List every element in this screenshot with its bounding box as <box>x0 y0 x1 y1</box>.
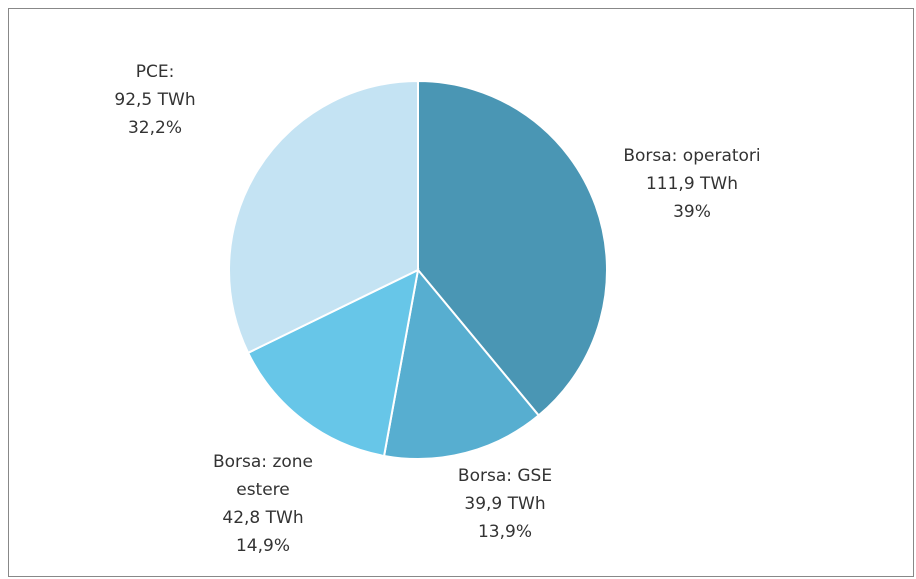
pie-slice <box>417 79 608 417</box>
category: Borsa: zone estere <box>212 452 314 500</box>
pie-slice <box>382 267 541 460</box>
percent-label: 32,2% <box>127 118 182 138</box>
pie-slice <box>228 79 419 355</box>
slice-label: Borsa: GSE 39,9 TWh 13,9% <box>435 462 575 546</box>
slice-label: Borsa: zone estere 42,8 TWh 14,9% <box>188 448 338 560</box>
percent-label: 13,9% <box>477 522 532 542</box>
percent-label: 39% <box>673 202 711 222</box>
pie-slice <box>246 268 420 458</box>
value-label: 111,9 TWh <box>645 174 739 194</box>
value-label: 92,5 TWh <box>114 90 196 110</box>
percent-label: 14,9% <box>235 536 290 556</box>
slice-label: PCE: 92,5 TWh 32,2% <box>95 58 215 142</box>
category: Borsa: GSE <box>457 466 553 486</box>
category: Borsa: operatori <box>623 146 761 166</box>
category: PCE: <box>135 62 175 82</box>
chart-frame <box>8 8 914 577</box>
value-label: 39,9 TWh <box>464 494 546 514</box>
value-label: 42,8 TWh <box>222 508 304 528</box>
slice-label: Borsa: operatori 111,9 TWh 39% <box>602 142 782 226</box>
